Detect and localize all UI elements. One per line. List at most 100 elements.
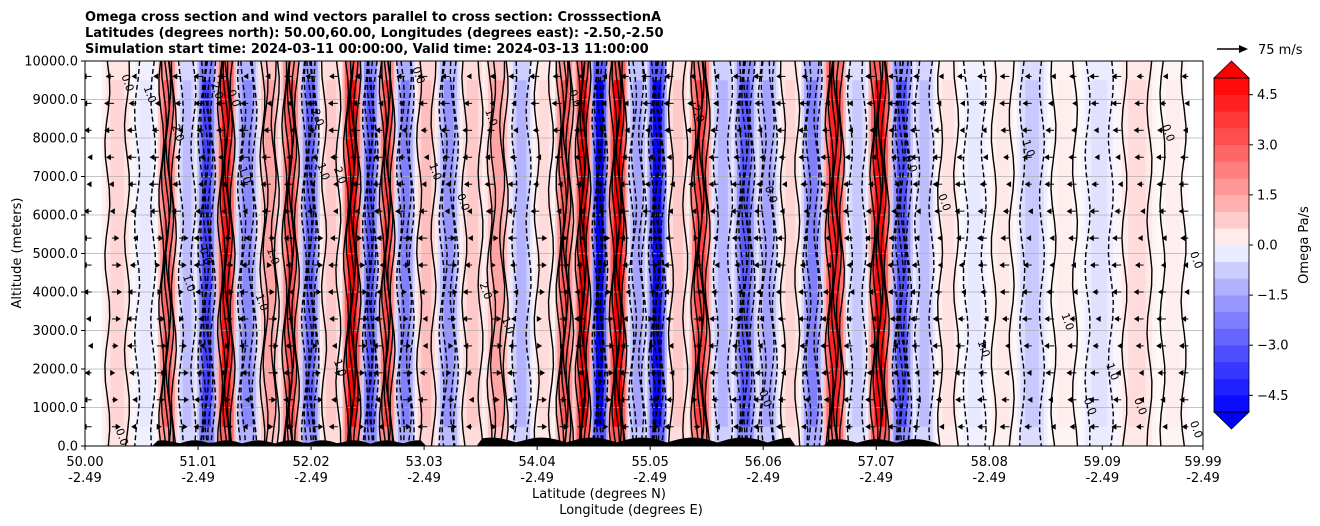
- wind-vector: [129, 262, 135, 269]
- horizontal-gridlines: [85, 61, 1203, 446]
- wind-vector: [239, 342, 245, 349]
- wind-vector: [730, 369, 736, 376]
- wind-vector: [865, 396, 871, 403]
- wind-vector: [497, 342, 503, 349]
- wind-vector: [1114, 208, 1120, 215]
- wind-vector: [1089, 208, 1095, 215]
- wind-vector: [933, 127, 939, 134]
- wind-vector: [238, 154, 244, 161]
- wind-vector: [776, 127, 782, 134]
- wind-vector: [318, 235, 324, 242]
- wind-vector: [753, 235, 759, 242]
- wind-vector: [577, 369, 583, 376]
- wind-vector: [403, 315, 409, 322]
- wind-vector: [846, 315, 852, 322]
- wind-vector: [574, 127, 580, 134]
- wind-vector: [417, 235, 423, 242]
- wind-vector: [1158, 289, 1163, 295]
- wind-vector: [1184, 100, 1190, 107]
- colorbar-tick-label: −3.0: [1257, 339, 1289, 354]
- wind-vector: [378, 100, 384, 107]
- colorbar-segment: [1214, 378, 1249, 396]
- wind-vector: [731, 342, 737, 349]
- wind-vector: [820, 181, 826, 188]
- wind-vector: [932, 181, 938, 188]
- wind-vector: [356, 396, 362, 403]
- x-tick-label-lon: -2.49: [972, 471, 1006, 486]
- wind-vector: [954, 369, 960, 376]
- wind-vector: [85, 100, 88, 107]
- wind-vector: [603, 262, 608, 269]
- x-tick-label-lon: -2.49: [859, 471, 893, 486]
- wind-vector: [1179, 342, 1184, 349]
- contour-line: [869, 61, 876, 446]
- wind-vector: [606, 396, 612, 403]
- x-tick-label-lon: -2.49: [68, 471, 102, 486]
- wind-vector: [1136, 423, 1141, 430]
- quiver-key: 75 m/s: [1217, 43, 1303, 58]
- contour-line: [398, 61, 406, 446]
- wind-vector: [1156, 154, 1161, 161]
- wind-vector: [575, 100, 581, 107]
- wind-vector: [982, 154, 988, 161]
- wind-vector: [577, 423, 583, 430]
- wind-vector: [915, 396, 921, 403]
- wind-vector: [642, 100, 648, 107]
- wind-vector: [1089, 423, 1095, 430]
- wind-vector: [318, 262, 324, 269]
- wind-vector: [228, 289, 234, 295]
- contour-line: [802, 61, 809, 446]
- wind-vector: [462, 154, 468, 161]
- wind-vector: [1181, 315, 1187, 322]
- wind-vector: [129, 369, 135, 376]
- wind-vector: [1066, 208, 1072, 215]
- wind-vector: [181, 262, 187, 269]
- wind-vector: [753, 396, 759, 403]
- wind-vector: [776, 73, 782, 80]
- wind-vector: [826, 73, 832, 80]
- wind-vector: [910, 100, 916, 107]
- wind-vector: [561, 396, 567, 403]
- wind-vector: [354, 208, 360, 215]
- wind-vector: [241, 369, 247, 376]
- wind-vector: [513, 289, 519, 295]
- wind-vector: [378, 423, 384, 430]
- contour-line: [760, 61, 767, 446]
- contour-line: [165, 61, 172, 446]
- colorbar-tick-label: −4.5: [1257, 389, 1289, 404]
- contour-line: [962, 61, 969, 446]
- wind-vector: [621, 154, 627, 161]
- terrain-silhouette: [85, 437, 1203, 446]
- wind-vector: [417, 73, 423, 80]
- contour-line: [1107, 61, 1115, 446]
- wind-vector: [109, 208, 115, 215]
- wind-vector: [1000, 127, 1006, 134]
- wind-vector: [1072, 100, 1078, 107]
- wind-vector: [686, 127, 691, 134]
- contour-label: 1.0: [426, 161, 444, 182]
- wind-vector: [116, 262, 122, 269]
- contour-line: [1121, 61, 1128, 446]
- contour-line: [290, 61, 298, 446]
- wind-vector: [110, 369, 116, 376]
- wind-vector: [309, 181, 315, 188]
- wind-vector: [1135, 262, 1140, 269]
- contour-label: 0.0: [197, 246, 215, 267]
- wind-vector: [696, 262, 702, 269]
- wind-vector: [653, 262, 659, 269]
- contour-label: 0.0: [225, 88, 243, 109]
- x-tick-label-lat: 50.00: [66, 455, 103, 470]
- wind-vector: [775, 289, 781, 295]
- wind-vector: [171, 208, 177, 215]
- contour-line: [1180, 61, 1187, 446]
- wind-vector: [1111, 262, 1117, 269]
- wind-vector: [450, 235, 456, 242]
- contour-line: [461, 61, 468, 446]
- wind-vector: [759, 315, 765, 322]
- wind-vector: [574, 154, 580, 161]
- contour-label: 0.0: [113, 427, 131, 448]
- wind-vector: [608, 315, 614, 322]
- wind-vector: [1112, 235, 1118, 242]
- wind-vector: [825, 235, 830, 242]
- wind-vector: [759, 154, 765, 161]
